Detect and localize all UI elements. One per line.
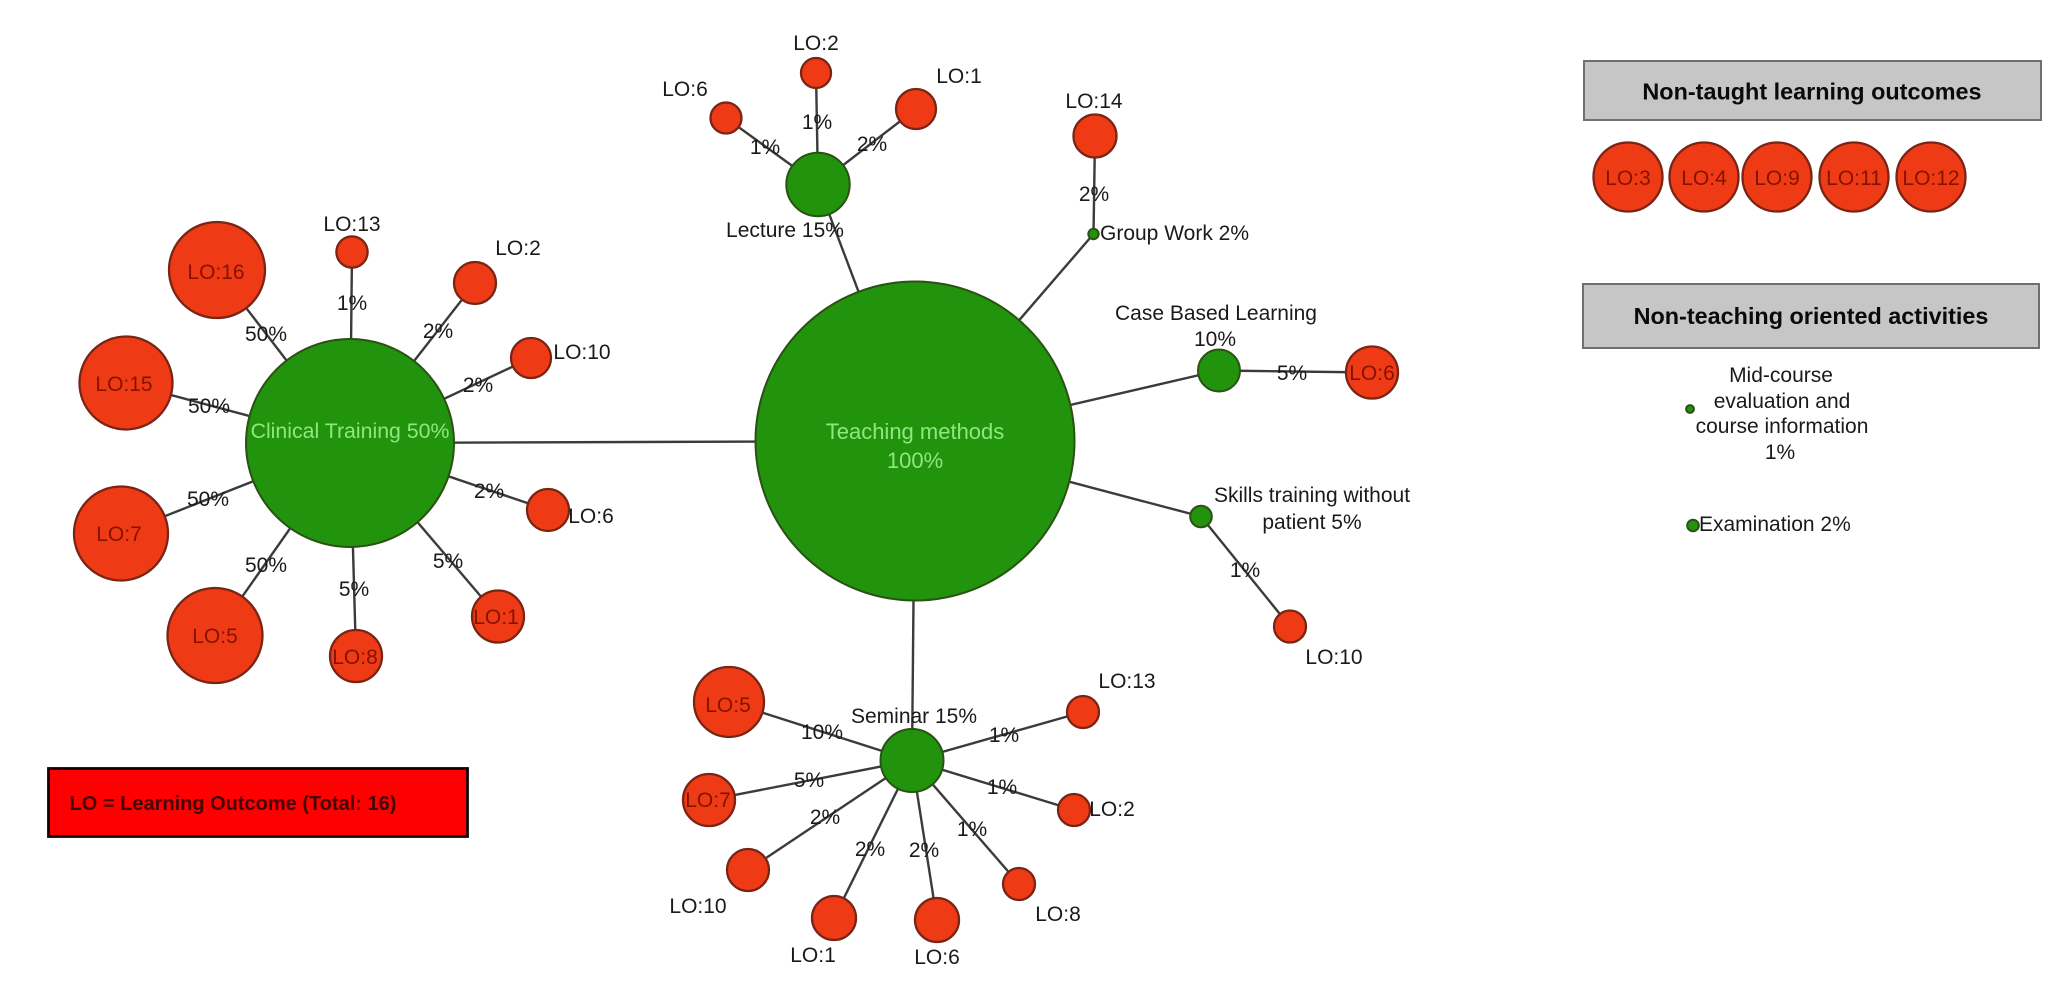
svg-text:LO:6: LO:6 <box>914 946 960 969</box>
svg-text:2%: 2% <box>474 480 504 503</box>
svg-text:LO:1: LO:1 <box>473 606 519 629</box>
svg-text:5%: 5% <box>339 578 369 601</box>
svg-text:LO:12: LO:12 <box>1902 167 1959 190</box>
svg-text:LO:8: LO:8 <box>1035 903 1081 926</box>
svg-text:2%: 2% <box>909 839 939 862</box>
svg-text:1%: 1% <box>957 818 987 841</box>
svg-text:Non-teaching oriented activiti: Non-teaching oriented activities <box>1634 303 1989 329</box>
svg-text:LO:1: LO:1 <box>936 65 982 88</box>
svg-text:LO:10: LO:10 <box>1305 646 1362 669</box>
svg-text:1%: 1% <box>750 136 780 159</box>
svg-text:course information: course information <box>1696 415 1869 438</box>
svg-text:LO:2: LO:2 <box>1089 798 1135 821</box>
svg-text:Clinical Training 50%: Clinical Training 50% <box>251 419 450 443</box>
svg-text:50%: 50% <box>187 488 229 511</box>
svg-text:LO:5: LO:5 <box>705 694 751 717</box>
svg-text:1%: 1% <box>1230 559 1260 582</box>
svg-text:10%: 10% <box>801 721 843 744</box>
svg-text:Seminar 15%: Seminar 15% <box>851 705 977 728</box>
svg-text:LO:4: LO:4 <box>1681 167 1727 190</box>
svg-text:100%: 100% <box>887 448 943 473</box>
svg-text:patient 5%: patient 5% <box>1262 511 1361 534</box>
svg-text:LO:14: LO:14 <box>1065 90 1123 113</box>
svg-text:LO:5: LO:5 <box>192 625 238 648</box>
svg-text:LO:8: LO:8 <box>332 646 378 669</box>
svg-text:LO:6: LO:6 <box>568 505 614 528</box>
svg-text:LO:7: LO:7 <box>96 523 142 546</box>
svg-text:1%: 1% <box>987 776 1017 799</box>
svg-text:Lecture 15%: Lecture 15% <box>726 219 844 242</box>
svg-text:5%: 5% <box>433 550 463 573</box>
svg-text:Non-taught learning outcomes: Non-taught learning outcomes <box>1642 79 1981 105</box>
svg-text:Teaching methods: Teaching methods <box>826 419 1005 444</box>
svg-text:LO:13: LO:13 <box>323 213 380 236</box>
svg-text:LO:6: LO:6 <box>662 78 708 101</box>
svg-text:5%: 5% <box>794 769 824 792</box>
svg-text:LO:15: LO:15 <box>95 373 152 396</box>
svg-text:2%: 2% <box>855 838 885 861</box>
svg-text:LO:10: LO:10 <box>553 341 610 364</box>
svg-text:2%: 2% <box>463 374 493 397</box>
svg-text:50%: 50% <box>188 395 230 418</box>
svg-text:LO:7: LO:7 <box>685 789 731 812</box>
svg-text:1%: 1% <box>1765 441 1795 464</box>
svg-text:LO:3: LO:3 <box>1605 167 1651 190</box>
svg-text:Case Based Learning: Case Based Learning <box>1115 302 1317 325</box>
svg-text:LO = Learning Outcome (Total:: LO = Learning Outcome (Total: 16) <box>70 793 397 815</box>
svg-text:LO:6: LO:6 <box>1349 362 1395 385</box>
svg-text:1%: 1% <box>802 111 832 134</box>
svg-text:LO:2: LO:2 <box>793 32 839 55</box>
svg-text:LO:1: LO:1 <box>790 944 836 967</box>
svg-text:LO:11: LO:11 <box>1826 167 1882 190</box>
svg-text:LO:9: LO:9 <box>1754 167 1800 190</box>
svg-text:10%: 10% <box>1194 328 1236 351</box>
svg-text:LO:2: LO:2 <box>495 237 541 260</box>
svg-text:Skills training without: Skills training without <box>1214 484 1410 507</box>
svg-text:1%: 1% <box>989 724 1019 747</box>
svg-text:LO:13: LO:13 <box>1098 670 1155 693</box>
svg-text:2%: 2% <box>857 133 887 156</box>
svg-text:Mid-course: Mid-course <box>1729 364 1833 387</box>
svg-text:2%: 2% <box>423 320 453 343</box>
svg-text:Examination 2%: Examination 2% <box>1699 513 1851 536</box>
svg-text:LO:10: LO:10 <box>669 895 726 918</box>
svg-text:evaluation and: evaluation and <box>1714 390 1851 413</box>
svg-text:Group Work 2%: Group Work 2% <box>1100 222 1249 245</box>
svg-text:50%: 50% <box>245 554 287 577</box>
svg-text:LO:16: LO:16 <box>187 261 244 284</box>
svg-text:2%: 2% <box>810 806 840 829</box>
svg-text:5%: 5% <box>1277 362 1307 385</box>
svg-text:50%: 50% <box>245 323 287 346</box>
svg-text:1%: 1% <box>337 292 367 315</box>
svg-text:2%: 2% <box>1079 183 1109 206</box>
